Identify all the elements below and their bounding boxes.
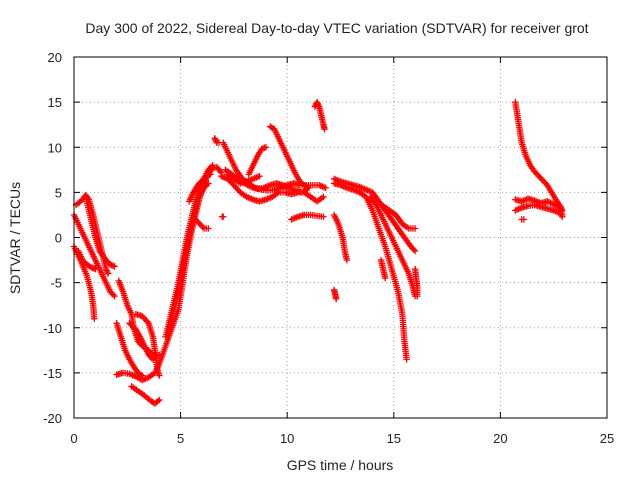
series-arc-31 (377, 256, 389, 282)
series-arc-30 (330, 286, 340, 303)
series-arc-10 (132, 311, 163, 379)
data-point (149, 356, 157, 363)
data-point (262, 144, 270, 151)
data-point (111, 263, 118, 270)
data-point (256, 172, 263, 180)
y-tick-label: 5 (55, 185, 62, 200)
data-point (321, 126, 328, 133)
series-arc-6 (113, 320, 146, 379)
series-arc-1 (70, 211, 118, 300)
data-point (320, 193, 327, 201)
series-arc-3 (72, 191, 112, 277)
data-point (216, 167, 224, 175)
data-point (156, 372, 163, 379)
series-arc-18 (217, 172, 327, 205)
data-point (322, 184, 329, 192)
series-arc-14 (185, 171, 214, 205)
series-arc-36 (518, 216, 528, 223)
series-arc-21 (266, 123, 312, 192)
series-arc-37 (218, 213, 227, 220)
series-arc-29 (330, 211, 351, 264)
y-tick-label: -5 (50, 276, 62, 291)
y-tick-label: 15 (48, 95, 62, 110)
series-arc-32 (411, 265, 421, 300)
series-arc-22 (224, 171, 263, 187)
y-tick-label: -15 (43, 366, 62, 381)
data-point (207, 171, 214, 178)
x-tick-label: 0 (70, 431, 77, 446)
series-arc-11 (126, 320, 157, 363)
data-point (205, 180, 212, 187)
data-point (520, 216, 528, 223)
data-point (91, 315, 98, 322)
data-point (343, 256, 351, 264)
data-point (333, 295, 340, 303)
data-point (414, 292, 421, 300)
y-tick-labels: -20 -15 -10 -5 0 5 10 15 20 (43, 50, 62, 426)
series-arc-20 (245, 144, 270, 178)
x-tick-label: 10 (280, 431, 294, 446)
x-tick-label: 5 (177, 431, 184, 446)
series-arc-5 (75, 247, 99, 273)
data-point (559, 213, 566, 220)
y-tick-label: 20 (48, 50, 62, 65)
data-point (305, 184, 312, 192)
data-point (154, 397, 162, 405)
data-point (205, 225, 212, 232)
series-arc-15 (192, 216, 212, 232)
series-arc-26 (330, 180, 410, 363)
data-points (70, 98, 566, 407)
y-tick-label: 0 (55, 231, 62, 246)
data-point (320, 213, 327, 220)
data-point (209, 162, 216, 169)
y-tick-label: -10 (43, 321, 62, 336)
data-point (144, 318, 151, 325)
series-arc-28 (379, 202, 419, 232)
data-point (403, 356, 410, 363)
data-point (104, 270, 112, 277)
series-arc-33 (512, 98, 566, 214)
data-point (303, 183, 311, 191)
data-point (111, 292, 118, 300)
data-point (92, 265, 99, 273)
x-tick-labels: 0 5 10 15 20 25 (70, 431, 614, 446)
y-tick-label: 10 (48, 140, 62, 155)
x-tick-label: 25 (600, 431, 614, 446)
x-tick-label: 20 (493, 431, 507, 446)
data-point (411, 247, 419, 255)
y-tick-label: -20 (43, 411, 62, 426)
series-arc-16 (211, 135, 223, 146)
x-axis-label: GPS time / hours (287, 457, 394, 473)
series-arc-23 (288, 211, 327, 223)
data-point (156, 396, 163, 404)
data-point (212, 136, 219, 143)
series-arc-9 (128, 383, 163, 407)
series-arc-7 (113, 163, 225, 384)
data-point (411, 225, 419, 232)
series-arc-27 (367, 193, 419, 300)
series-arc-35 (512, 201, 566, 220)
y-axis-label: SDTVAR / TECUs (7, 182, 23, 294)
axis-ticks (73, 56, 608, 419)
series-arc-4 (83, 198, 118, 270)
data-point (382, 274, 389, 282)
data-point (218, 213, 226, 220)
x-tick-label: 15 (387, 431, 401, 446)
chart-title: Day 300 of 2022, Sidereal Day-to-day VTE… (85, 20, 588, 36)
series-arc-24 (311, 98, 328, 133)
